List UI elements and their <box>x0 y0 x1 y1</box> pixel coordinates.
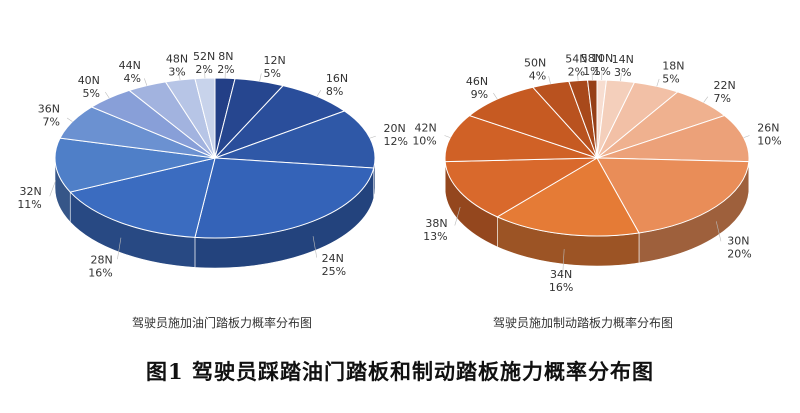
brake-pie-top <box>444 79 750 237</box>
throttle-leader-36N <box>66 117 73 122</box>
brake-category-label-26N: 26N <box>757 121 779 134</box>
throttle-percent-label-32N: 11% <box>17 198 41 211</box>
brake-leader-14N <box>620 73 622 81</box>
throttle-category-label-44N: 44N <box>119 59 141 72</box>
brake-percent-label-54N: 2% <box>568 66 585 79</box>
brake-category-label-42N: 42N <box>415 121 437 134</box>
brake-percent-label-30N: 20% <box>727 247 751 260</box>
brake-slice-38N <box>444 157 599 218</box>
throttle-leader-12N <box>259 73 262 82</box>
brake-category-label-22N: 22N <box>713 79 735 92</box>
brake-slice-58N <box>586 79 598 159</box>
throttle-percent-label-44N: 4% <box>123 72 140 85</box>
throttle-percent-label-52N: 2% <box>195 63 212 76</box>
brake-category-label-34N: 34N <box>550 268 572 281</box>
brake-percent-label-58N: 1% <box>583 65 600 78</box>
throttle-category-label-32N: 32N <box>20 185 42 198</box>
throttle-category-label-8N: 8N <box>218 50 233 63</box>
brake-category-label-30N: 30N <box>727 234 749 247</box>
throttle-percent-label-20N: 12% <box>384 135 408 148</box>
throttle-percent-label-16N: 8% <box>326 85 343 98</box>
throttle-slice-32N <box>54 137 216 193</box>
throttle-category-label-40N: 40N <box>78 74 100 87</box>
brake-percent-label-10N: 1% <box>593 65 610 78</box>
brake-category-label-50N: 50N <box>524 57 546 70</box>
brake-leader-46N <box>493 92 498 100</box>
brake-category-label-46N: 46N <box>466 75 488 88</box>
throttle-percent-label-40N: 5% <box>82 87 99 100</box>
brake-leader-22N <box>703 96 709 103</box>
throttle-category-label-52N: 52N <box>193 50 215 63</box>
brake-chart-title: 驾驶员施加制动踏板力概率分布图 <box>493 315 673 330</box>
throttle-percent-label-48N: 3% <box>168 65 185 78</box>
brake-slice-46N <box>468 86 599 160</box>
brake-percent-label-22N: 7% <box>713 92 730 105</box>
throttle-leader-40N <box>104 91 110 99</box>
throttle-percent-label-36N: 7% <box>43 115 60 128</box>
brake-category-label-58N: 58N <box>581 52 603 65</box>
brake-leader-34N <box>562 249 565 272</box>
brake-percent-label-42N: 10% <box>412 134 436 147</box>
brake-leader-38N <box>454 206 461 226</box>
throttle-category-label-28N: 28N <box>90 254 112 267</box>
brake-percent-label-34N: 16% <box>549 281 573 294</box>
brake-category-label-10N: 10N <box>591 52 613 65</box>
brake-leader-18N <box>656 78 660 87</box>
throttle-slice-28N <box>69 157 216 238</box>
throttle-percent-label-24N: 25% <box>322 265 346 278</box>
throttle-leader-48N <box>178 72 181 80</box>
throttle-percent-label-28N: 16% <box>88 267 112 280</box>
throttle-category-label-36N: 36N <box>38 102 60 115</box>
throttle-category-label-16N: 16N <box>326 72 348 85</box>
brake-leader-54N <box>577 72 579 81</box>
brake-percent-label-26N: 10% <box>757 134 781 147</box>
brake-slice-30N <box>596 157 750 234</box>
throttle-leader-16N <box>316 90 322 97</box>
brake-slice-34N <box>496 157 640 237</box>
brake-leader-50N <box>548 76 551 84</box>
figure-caption: 图1 驾驶员踩踏油门踏板和制动踏板施力概率分布图 <box>146 359 654 384</box>
brake-percent-label-18N: 5% <box>662 73 679 86</box>
throttle-chart-title: 驾驶员施加油门踏板力概率分布图 <box>132 315 312 330</box>
throttle-category-label-48N: 48N <box>166 52 188 65</box>
throttle-leader-24N <box>312 236 318 258</box>
brake-category-label-38N: 38N <box>425 217 447 230</box>
brake-leader-30N <box>715 221 722 242</box>
throttle-pie-top <box>54 77 376 239</box>
throttle-slice-24N <box>194 157 375 239</box>
throttle-leader-28N <box>117 237 122 260</box>
brake-percent-label-38N: 13% <box>423 230 447 243</box>
brake-percent-label-50N: 4% <box>529 70 546 83</box>
throttle-category-label-20N: 20N <box>384 122 406 135</box>
throttle-leader-32N <box>49 180 56 197</box>
throttle-category-label-24N: 24N <box>322 252 344 265</box>
throttle-percent-label-8N: 2% <box>217 63 234 76</box>
throttle-leader-20N <box>369 135 376 139</box>
brake-category-label-18N: 18N <box>662 60 684 73</box>
brake-leader-42N <box>444 135 451 138</box>
brake-percent-label-46N: 9% <box>471 88 488 101</box>
brake-category-label-54N: 54N <box>565 53 587 66</box>
throttle-category-label-12N: 12N <box>264 54 286 67</box>
brake-leader-26N <box>743 135 750 138</box>
brake-percent-label-14N: 3% <box>614 66 631 79</box>
throttle-leader-44N <box>144 78 148 86</box>
throttle-percent-label-12N: 5% <box>264 67 281 80</box>
brake-category-label-14N: 14N <box>612 53 634 66</box>
